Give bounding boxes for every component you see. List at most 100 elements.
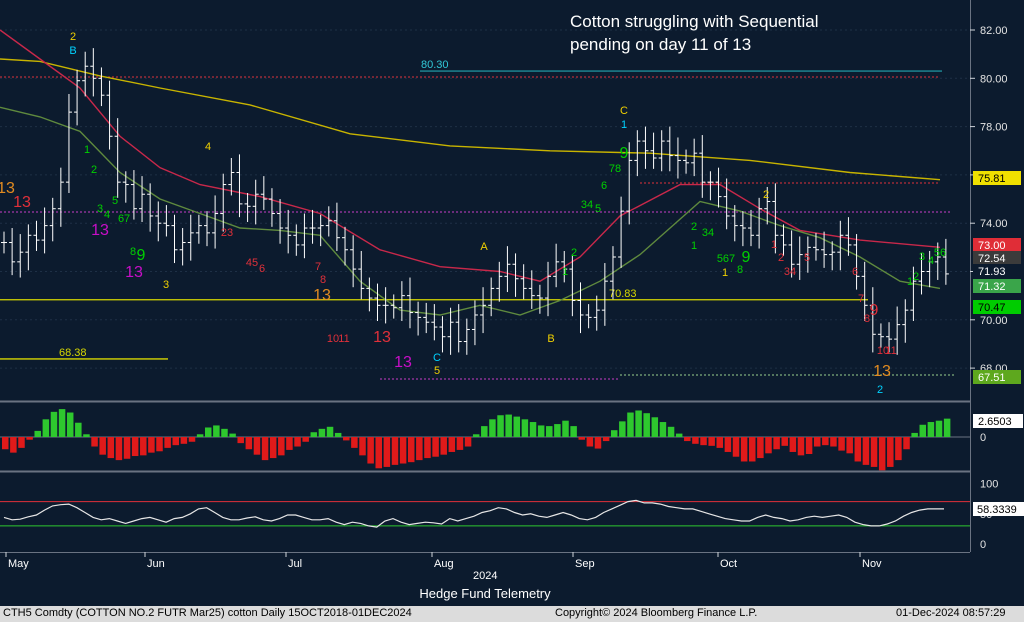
oscillator-value-label: 2.6503 <box>978 416 1012 428</box>
footer-bar: CTH5 Comdty (COTTON NO.2 FUTR Mar25) cot… <box>0 606 1024 622</box>
oscillator-bar <box>675 433 683 437</box>
sequential-count-label: 23 <box>221 227 233 239</box>
oscillator-bar <box>757 437 764 459</box>
oscillator-bar <box>740 437 748 462</box>
price-tag-label: 73.00 <box>978 240 1006 252</box>
oscillator-bar <box>797 437 805 456</box>
sequential-count-label: 2 <box>70 31 76 43</box>
oscillator-bar <box>878 437 886 471</box>
oscillator-bar <box>724 437 732 452</box>
price-tag <box>973 300 1021 314</box>
sequential-count-label: 6 <box>118 213 124 225</box>
sequential-count-label: 4 <box>104 209 110 221</box>
sequential-count-label: 2 <box>877 384 883 396</box>
oscillator-bar <box>562 420 569 437</box>
sequential-count-label: 5 <box>595 203 601 215</box>
oscillator-bar <box>546 426 553 437</box>
oscillator-bar <box>805 437 813 454</box>
oscillator-bar <box>716 437 724 448</box>
oscillator-bar <box>310 432 318 437</box>
oscillator-bar <box>854 437 862 462</box>
sequential-count-label: 3 <box>163 279 169 291</box>
oscillator-bar <box>416 437 423 461</box>
oscillator-bar <box>789 437 797 452</box>
oscillator-bar <box>221 428 228 437</box>
rsi-value-tag <box>973 502 1024 516</box>
oscillator-bar <box>643 413 650 437</box>
oscillator-bar <box>489 419 496 437</box>
oscillator-bar <box>343 437 350 441</box>
oscillator-bar <box>464 437 472 447</box>
oscillator-bar <box>610 430 618 437</box>
sequential-count-label: 1 <box>562 266 568 278</box>
price-tag <box>973 171 1021 185</box>
price-tag <box>973 251 1021 265</box>
sequential-count-label: 11 <box>885 345 896 357</box>
oscillator-bar <box>943 418 951 437</box>
sequential-count-label: 2 <box>763 189 769 201</box>
copyright-label: Copyright© 2024 Bloomberg Finance L.P. <box>555 607 758 619</box>
price-tag-label: 71.93 <box>978 266 1006 278</box>
x-axis-tick-label: Jul <box>288 558 302 570</box>
oscillator-bar <box>521 419 529 437</box>
sequential-count-label: 13 <box>13 194 31 211</box>
oscillator-bar <box>594 437 602 449</box>
sequential-count-label: 8 <box>737 264 743 276</box>
oscillator-bar <box>935 420 943 437</box>
oscillator-bar <box>732 437 740 457</box>
moving-average-ma-200 <box>0 58 941 181</box>
oscillator-bar <box>359 437 366 456</box>
sequential-count-label: 1 <box>691 240 697 252</box>
oscillator-bar <box>66 412 74 437</box>
oscillator-bar <box>578 437 585 440</box>
level-lines: 80.30 70.83 68.38 <box>0 59 955 380</box>
oscillator-bar <box>399 437 407 464</box>
oscillator-bar <box>407 437 415 463</box>
oscillator-bar <box>554 424 561 437</box>
sequential-count-label: 34 <box>784 266 796 278</box>
sequential-count-label: 10 <box>877 345 889 357</box>
oscillator-bar <box>586 437 594 447</box>
oscillator-bar <box>708 437 715 446</box>
y-axis-tick-label: 80.00 <box>980 73 1008 85</box>
sequential-count-label: 567 <box>717 253 735 265</box>
oscillator-bar <box>513 416 521 437</box>
x-axis-tick-label: Sep <box>575 558 595 570</box>
oscillator-bar <box>781 437 788 446</box>
oscillator-bar <box>367 437 374 464</box>
oscillator-bar <box>286 437 293 450</box>
price-panel-bg <box>0 0 970 400</box>
oscillator-bar <box>196 434 204 437</box>
sequential-count-label: 7 <box>315 261 321 273</box>
x-axis-tick-label: Aug <box>434 558 454 570</box>
sequential-count-label: 56 <box>934 247 946 259</box>
oscillator-bar <box>99 437 106 455</box>
price-tag <box>973 279 1021 293</box>
oscillator-bar <box>627 412 634 437</box>
sequential-count-label: 1 <box>621 119 627 131</box>
price-tag-label: 75.81 <box>978 173 1006 185</box>
oscillator-axis-label: 0 <box>980 432 986 444</box>
sequential-count-label: 13 <box>125 264 143 281</box>
oscillator-histogram <box>0 409 970 471</box>
x-axis-tick-label: May <box>8 558 29 570</box>
sequential-count-label: C <box>433 352 441 364</box>
sequential-count-label: 4 <box>205 141 211 153</box>
x-axis-labels: May Jun Jul Aug Sep Oct Nov <box>5 552 882 570</box>
rsi-value-label: 58.3339 <box>977 504 1017 516</box>
sequential-count-label: 9 <box>137 247 146 264</box>
oscillator-bar <box>570 426 577 437</box>
y-axis-tick-label: 70.00 <box>980 315 1008 327</box>
oscillator-bar <box>635 410 642 437</box>
oscillator-bar <box>700 437 707 446</box>
x-axis-tick-label: Jun <box>147 558 165 570</box>
oscillator-bar <box>830 437 837 447</box>
panel-frames <box>0 0 971 553</box>
grid-lines <box>0 29 970 369</box>
chart-subtitle: pending on day 11 of 13 <box>570 35 752 54</box>
oscillator-bar <box>334 432 342 437</box>
oscillator-bar <box>50 411 58 437</box>
oscillator-bar <box>2 437 9 450</box>
sequential-count-label: 9 <box>742 249 751 266</box>
